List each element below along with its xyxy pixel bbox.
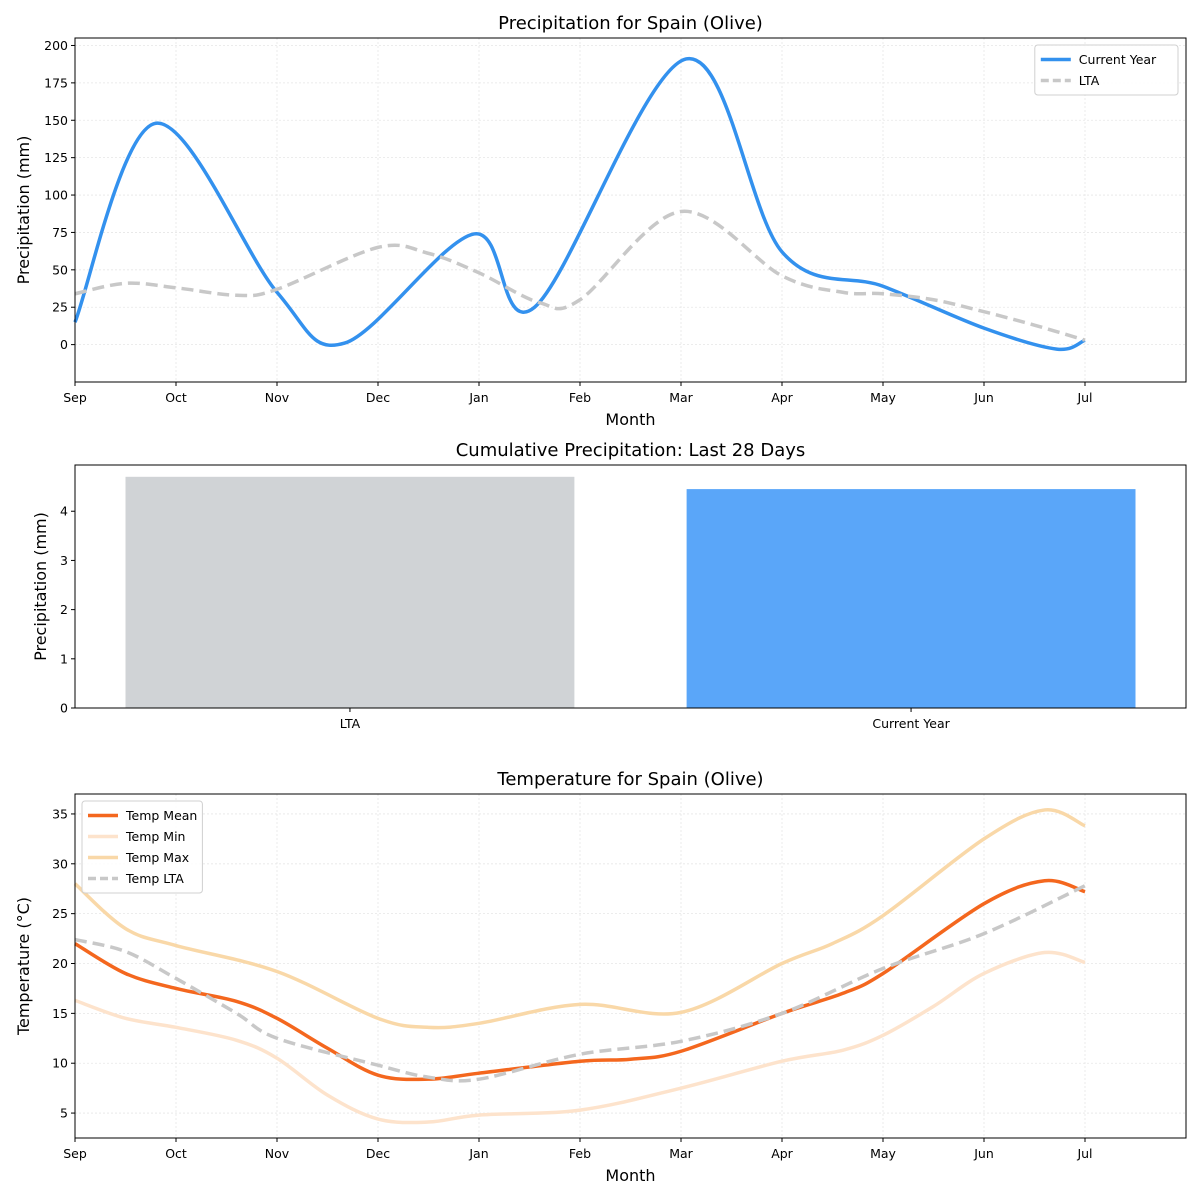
x-axis-label: Month [605,410,655,429]
legend-label: Temp Max [125,850,189,865]
x-tick-label: May [870,1146,896,1161]
chart-title: Temperature for Spain (Olive) [496,769,763,790]
legend-box [81,800,203,894]
x-tick-label: Nov [265,1146,290,1161]
chart-title: Precipitation for Spain (Olive) [498,13,763,34]
x-tick-label: Feb [569,1146,591,1161]
y-tick-label: 10 [52,1056,68,1071]
x-tick-label: Apr [771,1146,793,1161]
line-chart-1: Sep Oct Nov Dec Jan Feb Mar Apr May Jun Jul 0 25 50 75… [14,13,1187,429]
legend-label: Temp Mean [125,808,197,823]
x-tick-label: Jun [973,1146,994,1161]
y-tick-label: 125 [44,150,68,165]
x-tick-label: Jan [468,1146,488,1161]
plot-frame [74,464,1187,709]
y-tick-label: 150 [44,113,68,128]
y-tick-label: 35 [52,806,68,821]
x-tick-label: Dec [366,1146,390,1161]
x-tick-label: Current Year [872,716,950,731]
legend-box [1034,44,1179,96]
series-line-lta [74,209,1086,342]
y-tick-label: 3 [60,553,68,568]
legend-label: Temp LTA [125,871,184,886]
y-tick-label: 25 [52,906,68,921]
y-axis-label: Temperature (°C) [14,897,33,1036]
series-line-temp-mean [74,878,1086,1082]
y-tick-label: 200 [44,38,68,53]
x-tick-label: May [870,390,896,405]
legend: Temp Mean Temp Min Temp Max Temp LTA [81,800,203,894]
series-line-temp-lta [74,884,1086,1083]
series-line-temp-min [74,950,1086,1125]
x-tick-label: Oct [165,1146,187,1161]
x-tick-label: Apr [771,390,793,405]
y-tick-label: 1 [60,651,68,666]
x-tick-label: Dec [366,390,390,405]
chart-title: Cumulative Precipitation: Last 28 Days [456,440,806,461]
bar-current-year [686,489,1136,708]
y-tick-label: 0 [60,701,68,716]
y-tick-label: 0 [60,337,68,352]
x-axis-label: Month [605,1166,655,1185]
x-tick-label: Jun [973,390,994,405]
y-tick-label: 100 [44,188,68,203]
legend-label: Temp Min [125,829,185,844]
x-tick-label: Oct [165,390,187,405]
x-tick-label: Jan [468,390,488,405]
line-chart-3: Sep Oct Nov Dec Jan Feb Mar Apr May Jun Jul 5 10 15 20… [14,769,1187,1185]
y-axis-label: Precipitation (mm) [14,136,33,285]
y-tick-label: 20 [52,956,68,971]
y-tick-label: 175 [44,75,68,90]
x-tick-label: Sep [63,1146,87,1161]
bar-chart-2: LTA Current Year 0 1 2 3 4 Cumulative Precipita… [31,440,1187,731]
plot-frame [74,793,1187,1139]
y-tick-label: 2 [60,602,68,617]
x-tick-label: Mar [669,1146,693,1161]
series-line-temp-max [73,808,1086,1030]
bar-lta [125,476,575,708]
y-tick-label: 30 [52,856,68,871]
x-tick-label: Sep [63,390,87,405]
y-axis-label: Precipitation (mm) [31,512,50,661]
legend-label: LTA [1079,73,1100,88]
y-tick-label: 15 [52,1006,68,1021]
legend: Current Year LTA [1034,44,1179,96]
x-tick-label: Jul [1076,1146,1092,1161]
x-tick-label: Feb [569,390,591,405]
y-tick-label: 25 [52,300,68,315]
legend-label: Current Year [1079,52,1157,67]
x-tick-label: LTA [340,716,361,731]
x-tick-label: Jul [1076,390,1092,405]
series-line-current-year [73,57,1086,352]
y-tick-label: 50 [52,262,68,277]
plot-frame [74,37,1187,383]
y-tick-label: 75 [52,225,68,240]
x-tick-label: Nov [265,390,290,405]
y-tick-label: 4 [60,504,68,519]
x-tick-label: Mar [669,390,693,405]
y-tick-label: 5 [60,1106,68,1121]
